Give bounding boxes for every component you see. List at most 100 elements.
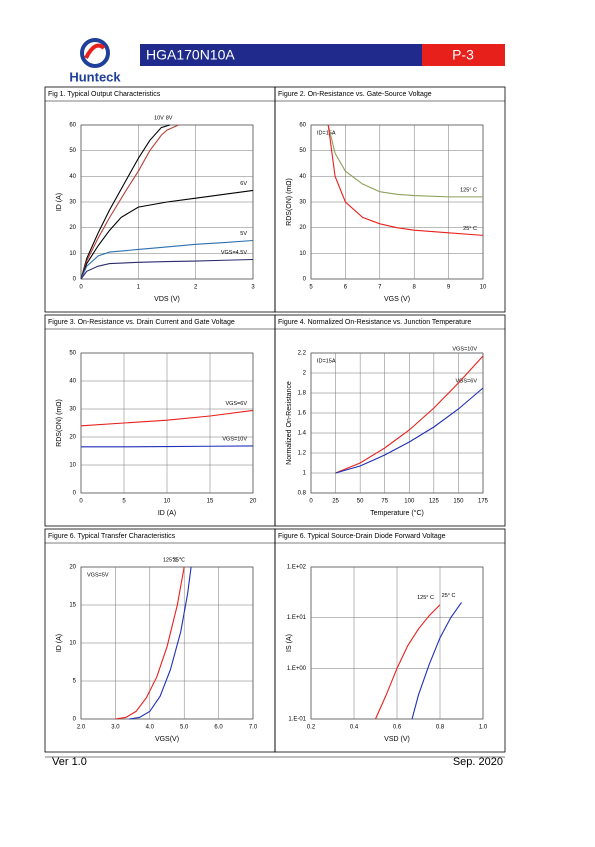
y-tick-label: 1.2	[298, 451, 307, 457]
y-tick-label: 1.8	[298, 391, 307, 397]
series-label: VGS=6V	[225, 401, 247, 407]
x-tick-label: 125	[429, 499, 440, 505]
page-box	[422, 44, 505, 66]
y-tick-label: 20	[69, 565, 76, 571]
series-line	[129, 566, 192, 720]
x-tick-label: 1	[137, 285, 141, 291]
y-tick-label: 15	[69, 603, 76, 609]
series-label: 25° C	[463, 226, 477, 232]
annotation: VGS=5V	[87, 572, 109, 578]
y-tick-label: 50	[69, 148, 76, 154]
x-tick-label: 6.0	[214, 725, 223, 731]
series-line	[80, 239, 254, 280]
y-tick-label: 2.2	[298, 351, 307, 357]
x-tick-label: 5.0	[180, 725, 189, 731]
series-line	[80, 124, 171, 280]
y-tick-label: 60	[69, 123, 76, 129]
date: Sep. 2020	[453, 756, 503, 768]
x-tick-label: 3	[251, 285, 255, 291]
series-label: VGS=10V	[452, 346, 477, 352]
y-axis-label: Normalized On-Resistance	[286, 381, 293, 465]
x-axis-label: VSD (V)	[384, 736, 410, 743]
brand: Hunteck	[69, 69, 121, 84]
x-tick-label: 1.0	[479, 725, 488, 731]
y-axis-label: RDS(ON) (mΩ)	[286, 178, 293, 226]
y-tick-label: 20	[69, 225, 76, 231]
series-label: 125° C	[417, 595, 434, 601]
panel-title: Figure 3. On-Resistance vs. Drain Curren…	[48, 319, 235, 326]
series-line	[327, 124, 483, 198]
y-tick-label: 1.E+00	[287, 666, 307, 672]
panel-title: Figure 6. Typical Source-Drain Diode For…	[278, 533, 446, 540]
y-tick-label: 50	[299, 148, 306, 154]
y-tick-label: 50	[69, 351, 76, 357]
annotation: ID=15A	[317, 130, 336, 136]
version: Ver 1.0	[52, 756, 87, 768]
x-tick-label: 10	[480, 285, 487, 291]
series-label: 10V	[154, 115, 164, 121]
series-line	[80, 258, 254, 280]
y-tick-label: 30	[69, 200, 76, 206]
x-tick-label: 150	[453, 499, 464, 505]
y-axis-label: ID (A)	[56, 634, 63, 652]
y-tick-label: 40	[69, 379, 76, 385]
y-tick-label: 10	[69, 641, 76, 647]
x-tick-label: 25	[332, 499, 339, 505]
y-axis-label: ID (A)	[56, 193, 63, 211]
x-axis-label: Temperature (°C)	[370, 509, 424, 517]
series-line	[80, 189, 254, 280]
x-tick-label: 0	[79, 285, 83, 291]
series-line	[115, 566, 185, 720]
x-tick-label: 2.0	[77, 725, 86, 731]
x-tick-label: 7.0	[249, 725, 258, 731]
x-tick-label: 0.8	[436, 725, 445, 731]
y-tick-label: 1.E+02	[287, 565, 307, 571]
y-tick-label: 10	[69, 463, 76, 469]
page-number: P-3	[452, 47, 474, 63]
x-tick-label: 6	[344, 285, 348, 291]
y-tick-label: 2	[303, 371, 307, 377]
x-tick-label: 0.6	[393, 725, 402, 731]
y-tick-label: 0	[303, 277, 307, 283]
part-number: HGA170N10A	[146, 47, 235, 63]
series-line	[335, 355, 484, 474]
x-axis-label: VDS (V)	[154, 296, 180, 303]
y-tick-label: 0	[73, 277, 77, 283]
annotation: ID=15A	[317, 358, 336, 364]
y-tick-label: 1.4	[298, 431, 307, 437]
title-bar	[140, 44, 422, 66]
x-tick-label: 0.2	[307, 725, 316, 731]
y-tick-label: 1.E+01	[287, 615, 307, 621]
series-label: VGS=10V	[222, 436, 247, 442]
y-tick-label: 5	[73, 679, 77, 685]
y-axis-label: RDS(ON) (mΩ)	[56, 399, 63, 447]
logo: Hunteck	[69, 38, 121, 84]
x-tick-label: 3.0	[111, 725, 120, 731]
y-tick-label: 10	[299, 251, 306, 257]
panel-title: Figure 6. Typical Transfer Characteristi…	[48, 533, 176, 540]
x-tick-label: 100	[404, 499, 415, 505]
series-line	[374, 604, 441, 720]
y-axis-label: IS (A)	[286, 634, 293, 652]
x-tick-label: 5	[122, 499, 126, 505]
y-tick-label: 0	[73, 491, 77, 497]
x-tick-label: 8	[413, 285, 417, 291]
y-tick-label: 10	[69, 251, 76, 257]
x-tick-label: 15	[207, 499, 214, 505]
y-tick-label: 1.6	[298, 411, 307, 417]
y-tick-label: 0.8	[298, 491, 307, 497]
y-tick-label: 20	[299, 225, 306, 231]
series-line	[81, 445, 254, 448]
panel-border	[274, 528, 506, 753]
series-line	[335, 387, 484, 474]
x-tick-label: 5	[309, 285, 313, 291]
series-label: 125℃	[163, 557, 179, 563]
series-line	[411, 602, 462, 720]
y-tick-label: 20	[69, 435, 76, 441]
x-tick-label: 2	[194, 285, 198, 291]
x-tick-label: 0	[79, 499, 83, 505]
y-tick-label: 0	[73, 717, 77, 723]
series-line	[80, 409, 254, 427]
x-axis-label: VGS(V)	[155, 736, 179, 743]
